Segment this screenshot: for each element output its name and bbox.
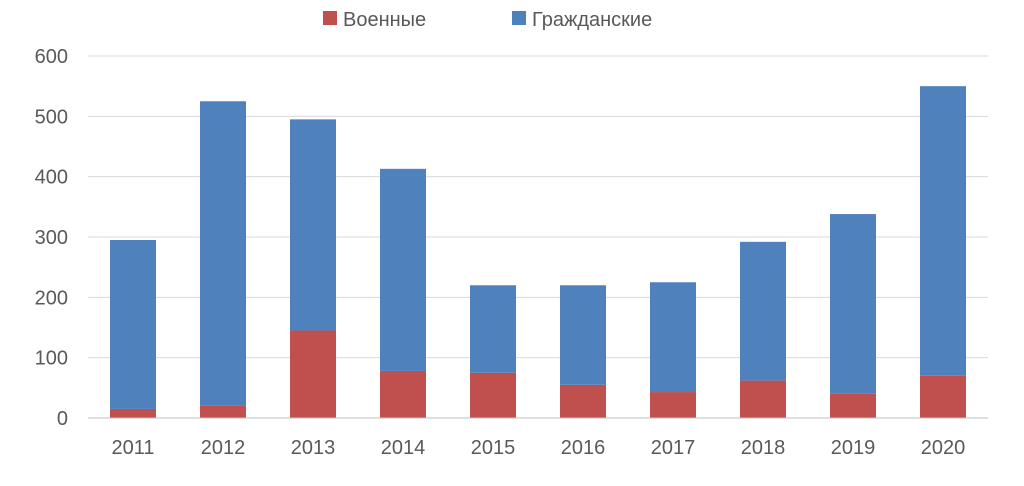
bar-civilian-2017: [650, 282, 696, 393]
y-tick-label: 300: [35, 227, 68, 249]
bar-military-2019: [830, 393, 876, 418]
legend-swatch-civilian: [512, 11, 526, 25]
y-tick-label: 100: [35, 348, 68, 370]
y-tick-label: 200: [35, 287, 68, 309]
y-tick-label: 500: [35, 106, 68, 128]
x-tick-label: 2016: [561, 437, 606, 459]
x-tick-label: 2011: [111, 437, 154, 459]
x-tick-label: 2018: [741, 437, 786, 459]
x-tick-label: 2013: [291, 437, 336, 459]
bar-civilian-2019: [830, 214, 876, 394]
x-tick-label: 2019: [831, 437, 876, 459]
bar-civilian-2012: [200, 101, 246, 406]
bar-civilian-2016: [560, 285, 606, 385]
legend-item-civilian: Гражданские: [512, 9, 652, 31]
bar-civilian-2014: [380, 168, 426, 371]
x-tick-label: 2012: [201, 437, 246, 459]
bar-military-2016: [560, 384, 606, 418]
bar-military-2013: [290, 330, 336, 418]
bar-civilian-2020: [920, 86, 966, 376]
x-axis-tick-labels: 2011 2012 2013 2014 2015 2016 2017 2018 2019 2020: [111, 437, 965, 459]
x-tick-label: 2015: [471, 437, 516, 459]
bar-civilian-2011: [110, 240, 156, 409]
bar-military-2014: [380, 370, 426, 418]
legend-swatch-military: [323, 11, 337, 25]
bars: [110, 86, 966, 418]
bar-civilian-2013: [290, 119, 336, 331]
y-tick-label: 0: [57, 408, 68, 430]
legend: Военные Гражданские: [323, 9, 652, 31]
bar-military-2015: [470, 372, 516, 418]
bar-military-2018: [740, 380, 786, 418]
x-tick-label: 2020: [921, 437, 966, 459]
bar-military-2011: [110, 408, 156, 418]
bar-military-2012: [200, 405, 246, 418]
bar-military-2017: [650, 392, 696, 418]
legend-label-military: Военные: [343, 9, 426, 31]
x-tick-label: 2014: [381, 437, 426, 459]
legend-label-civilian: Гражданские: [532, 9, 652, 31]
y-axis-tick-labels: 0 100 200 300 400 500 600: [35, 46, 68, 430]
y-tick-label: 600: [35, 46, 68, 68]
bar-civilian-2018: [740, 241, 786, 381]
x-tick-label: 2017: [651, 437, 696, 459]
y-tick-label: 400: [35, 167, 68, 189]
legend-item-military: Военные: [323, 9, 426, 31]
bar-civilian-2015: [470, 285, 516, 373]
bar-military-2020: [920, 375, 966, 418]
